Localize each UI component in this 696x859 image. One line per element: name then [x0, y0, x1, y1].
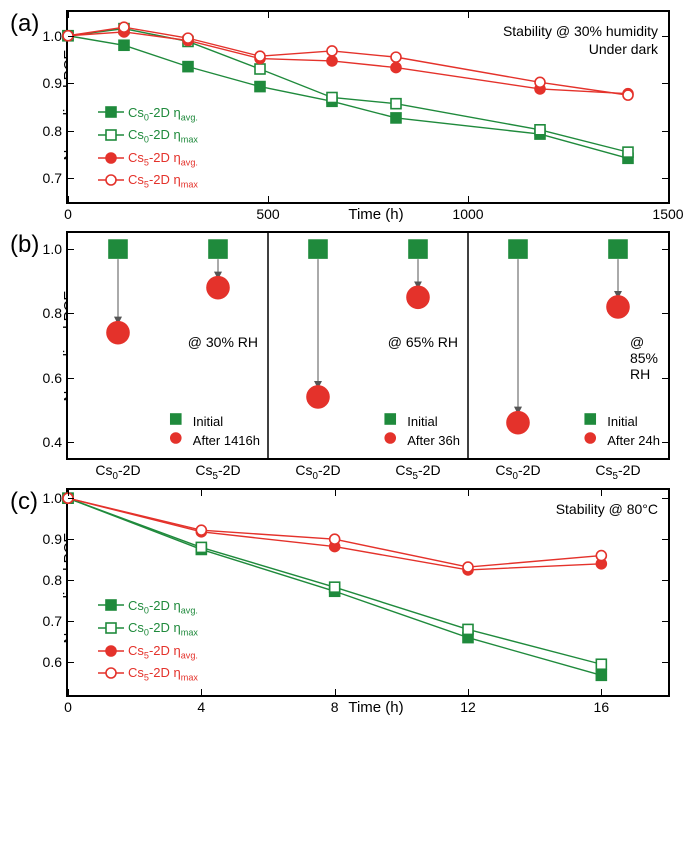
panel-a-frame: Stability @ 30% humidity Under dark Cs0-…	[66, 10, 670, 204]
legend-label: After 24h	[607, 432, 660, 450]
legend-label: Cs5-2D ηmax	[128, 171, 198, 194]
legend-label: Cs5-2D ηavg.	[128, 149, 198, 172]
ytick-label: 0.9	[43, 75, 62, 91]
legend-marker-icon	[98, 621, 124, 640]
legend-marker-icon	[98, 105, 124, 124]
legend-item: Cs0-2D ηmax	[98, 619, 198, 642]
legend-label: Initial	[407, 413, 437, 431]
panel-c-label: (c)	[10, 488, 38, 516]
legend-label: Initial	[193, 413, 223, 431]
legend-marker-icon	[377, 431, 403, 450]
ytick-label: 0.6	[43, 654, 62, 670]
legend-item: After 24h	[577, 431, 660, 450]
legend-marker-icon	[163, 412, 189, 431]
panel-b-category-label: Cs5-2D	[395, 462, 440, 482]
ytick-label: 0.6	[43, 370, 62, 386]
panel-c-legend: Cs0-2D ηavg.Cs0-2D ηmaxCs5-2D ηavg.Cs5-2…	[98, 597, 198, 687]
legend-marker-icon	[98, 644, 124, 663]
panel-a-xlabel: Time (h)	[66, 206, 686, 223]
ytick-label: 1.0	[43, 28, 62, 44]
legend-item: Initial	[377, 412, 460, 431]
ytick-label: 1.0	[43, 241, 62, 257]
legend-label: After 36h	[407, 432, 460, 450]
ytick-label: 0.4	[43, 434, 62, 450]
legend-item: After 1416h	[163, 431, 260, 450]
ytick-label: 0.7	[43, 170, 62, 186]
legend-marker-icon	[577, 431, 603, 450]
panel-b-category-label: Cs0-2D	[95, 462, 140, 482]
panel-a: (a) Normalized PCE Stability @ 30% humid…	[10, 10, 686, 223]
panel-b-sub-legend: InitialAfter 1416h	[163, 412, 260, 450]
panel-a-legend: Cs0-2D ηavg.Cs0-2D ηmaxCs5-2D ηavg.Cs5-2…	[98, 104, 198, 194]
legend-label: Cs5-2D ηmax	[128, 664, 198, 687]
xtick-label: 16	[594, 699, 610, 715]
legend-item: Cs5-2D ηmax	[98, 171, 198, 194]
legend-marker-icon	[98, 151, 124, 170]
panel-a-annotation: Stability @ 30% humidity Under dark	[503, 22, 658, 58]
legend-label: Cs0-2D ηavg.	[128, 597, 198, 620]
legend-item: Initial	[577, 412, 660, 431]
legend-item: Cs5-2D ηmax	[98, 664, 198, 687]
xtick-label: 500	[256, 206, 279, 222]
legend-item: Cs5-2D ηavg.	[98, 149, 198, 172]
panel-b-frame: 0.40.60.81.0@ 30% RHInitialAfter 1416hCs…	[66, 231, 670, 460]
legend-label: Cs0-2D ηmax	[128, 126, 198, 149]
panel-c-frame: Stability @ 80°C Cs0-2D ηavg.Cs0-2D ηmax…	[66, 488, 670, 697]
panel-b-category-label: Cs5-2D	[195, 462, 240, 482]
ytick-label: 1.0	[43, 490, 62, 506]
xtick-label: 12	[460, 699, 476, 715]
legend-label: After 1416h	[193, 432, 260, 450]
ytick-label: 0.7	[43, 613, 62, 629]
legend-label: Cs5-2D ηavg.	[128, 642, 198, 665]
ytick-label: 0.8	[43, 572, 62, 588]
panel-a-annot-line1: Stability @ 30% humidity	[503, 22, 658, 40]
legend-item: Initial	[163, 412, 260, 431]
legend-label: Cs0-2D ηavg.	[128, 104, 198, 127]
panel-b-sub-title: @ 85% RH	[630, 334, 658, 382]
panel-b-sub-title: @ 30% RH	[188, 334, 258, 350]
panel-b-sub-title: @ 65% RH	[388, 334, 458, 350]
xtick-label: 1000	[452, 206, 483, 222]
panel-a-label: (a)	[10, 10, 39, 38]
legend-item: After 36h	[377, 431, 460, 450]
legend-marker-icon	[377, 412, 403, 431]
legend-item: Cs0-2D ηavg.	[98, 597, 198, 620]
panel-b-category-label: Cs0-2D	[295, 462, 340, 482]
panel-b: (b) Normalized PCE 0.40.60.81.0@ 30% RHI…	[10, 231, 686, 460]
panel-c-annotation: Stability @ 80°C	[556, 500, 658, 518]
legend-item: Cs0-2D ηmax	[98, 126, 198, 149]
legend-item: Cs0-2D ηavg.	[98, 104, 198, 127]
ytick-label: 0.8	[43, 305, 62, 321]
legend-marker-icon	[98, 173, 124, 192]
legend-marker-icon	[98, 128, 124, 147]
panel-c: (c) Normalized PCE Stability @ 80°C Cs0-…	[10, 488, 686, 716]
legend-marker-icon	[163, 431, 189, 450]
legend-item: Cs5-2D ηavg.	[98, 642, 198, 665]
panel-c-annot-line1: Stability @ 80°C	[556, 500, 658, 518]
legend-label: Cs0-2D ηmax	[128, 619, 198, 642]
panel-b-category-label: Cs5-2D	[595, 462, 640, 482]
xtick-label: 0	[64, 206, 72, 222]
panel-b-label: (b)	[10, 231, 39, 259]
xtick-label: 8	[331, 699, 339, 715]
ytick-label: 0.9	[43, 531, 62, 547]
legend-label: Initial	[607, 413, 637, 431]
xtick-label: 4	[197, 699, 205, 715]
panel-b-category-label: Cs0-2D	[495, 462, 540, 482]
xtick-label: 0	[64, 699, 72, 715]
xtick-label: 1500	[652, 206, 683, 222]
legend-marker-icon	[98, 666, 124, 685]
panel-a-annot-line2: Under dark	[503, 40, 658, 58]
legend-marker-icon	[577, 412, 603, 431]
legend-marker-icon	[98, 598, 124, 617]
panel-b-sub-legend: InitialAfter 36h	[377, 412, 460, 450]
ytick-label: 0.8	[43, 123, 62, 139]
panel-b-sub-legend: InitialAfter 24h	[577, 412, 660, 450]
